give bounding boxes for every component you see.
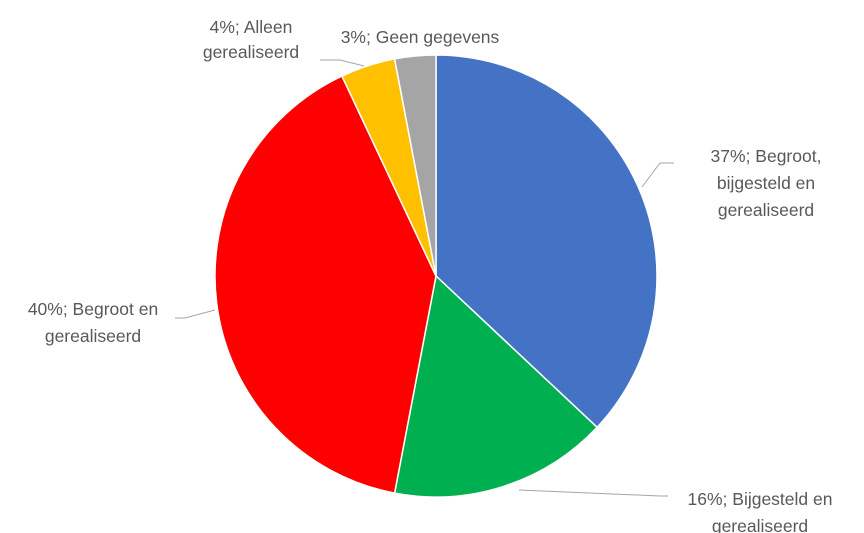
pie-slice-1 [435,54,658,429]
data-label-line: 4%; Alleen [210,17,293,37]
pie-slice-5 [393,54,437,277]
leader-line-1 [641,162,674,188]
data-label-line: 3%; Geen gegevens [341,27,500,47]
data-label-line: gerealiseerd [718,200,814,220]
data-label-line: gerealiseerd [45,326,141,346]
data-label-5: 3%; Geen gegevens [341,27,500,47]
leader-lines [175,59,674,497]
leader-line-2 [518,489,668,497]
leader-line-3 [175,309,216,319]
data-label-3: 40%; Begroot en gerealiseerd [28,299,158,346]
data-label-2: 16%; Bijgesteld en gerealiseerd [688,489,833,533]
pie-slice-2 [393,274,599,498]
data-label-line: 37%; Begroot, [711,146,822,166]
data-label-line: bijgesteld en [717,173,815,193]
pie-slices [214,54,658,498]
data-label-line: gerealiseerd [203,42,299,62]
data-labels: 37%; Begroot, bijgesteld en gerealiseerd16… [28,17,833,533]
data-label-line: 16%; Bijgesteld en [688,489,833,509]
data-label-4: 4%; Alleen gerealiseerd [203,17,299,62]
data-label-line: gerealiseerd [712,516,808,533]
pie-slice-3 [214,75,437,494]
leader-line-4 [320,59,365,67]
data-label-line: 40%; Begroot en [28,299,158,319]
data-label-1: 37%; Begroot, bijgesteld en gerealiseerd [711,146,822,220]
